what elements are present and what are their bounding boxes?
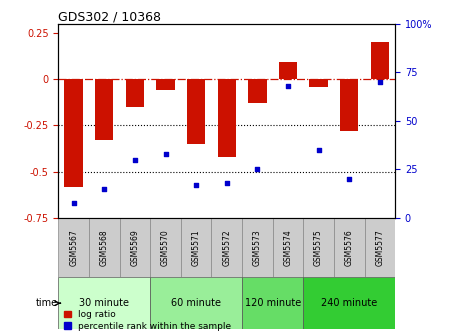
Bar xyxy=(89,218,119,277)
Bar xyxy=(370,42,389,79)
Text: GDS302 / 10368: GDS302 / 10368 xyxy=(58,10,161,24)
Point xyxy=(346,176,353,182)
Text: GSM5574: GSM5574 xyxy=(283,229,292,266)
Bar xyxy=(248,79,267,103)
Bar xyxy=(58,277,150,329)
Bar xyxy=(303,218,334,277)
Bar xyxy=(65,79,83,186)
Bar xyxy=(218,79,236,157)
Bar xyxy=(211,218,242,277)
Text: GSM5576: GSM5576 xyxy=(345,229,354,266)
Point xyxy=(223,180,230,186)
Bar xyxy=(150,218,181,277)
Point xyxy=(131,157,138,162)
Bar xyxy=(334,218,365,277)
Text: GSM5572: GSM5572 xyxy=(222,229,231,266)
Point xyxy=(70,200,77,205)
Text: GSM5575: GSM5575 xyxy=(314,229,323,266)
Point xyxy=(162,151,169,157)
Legend: log ratio, percentile rank within the sample: log ratio, percentile rank within the sa… xyxy=(63,309,232,332)
Bar xyxy=(365,218,395,277)
Point xyxy=(101,186,108,192)
Bar xyxy=(273,218,303,277)
Text: 120 minute: 120 minute xyxy=(245,298,301,308)
Bar xyxy=(242,277,303,329)
Point xyxy=(193,182,200,188)
Bar xyxy=(150,277,242,329)
Point xyxy=(376,79,383,85)
Bar xyxy=(126,79,144,107)
Bar xyxy=(181,218,211,277)
Bar xyxy=(303,277,395,329)
Bar xyxy=(279,62,297,79)
Text: 240 minute: 240 minute xyxy=(321,298,377,308)
Text: GSM5571: GSM5571 xyxy=(192,229,201,266)
Bar xyxy=(309,79,328,87)
Bar xyxy=(58,218,89,277)
Bar xyxy=(242,218,273,277)
Bar xyxy=(119,218,150,277)
Text: GSM5568: GSM5568 xyxy=(100,229,109,266)
Text: GSM5577: GSM5577 xyxy=(375,229,384,266)
Point xyxy=(284,83,291,88)
Bar xyxy=(340,79,358,131)
Bar xyxy=(187,79,205,144)
Point xyxy=(254,167,261,172)
Text: GSM5573: GSM5573 xyxy=(253,229,262,266)
Text: 30 minute: 30 minute xyxy=(79,298,129,308)
Text: time: time xyxy=(35,298,58,308)
Text: 60 minute: 60 minute xyxy=(171,298,221,308)
Bar xyxy=(95,79,114,140)
Bar xyxy=(156,79,175,90)
Point xyxy=(315,147,322,153)
Text: GSM5567: GSM5567 xyxy=(69,229,78,266)
Text: GSM5570: GSM5570 xyxy=(161,229,170,266)
Text: GSM5569: GSM5569 xyxy=(130,229,139,266)
